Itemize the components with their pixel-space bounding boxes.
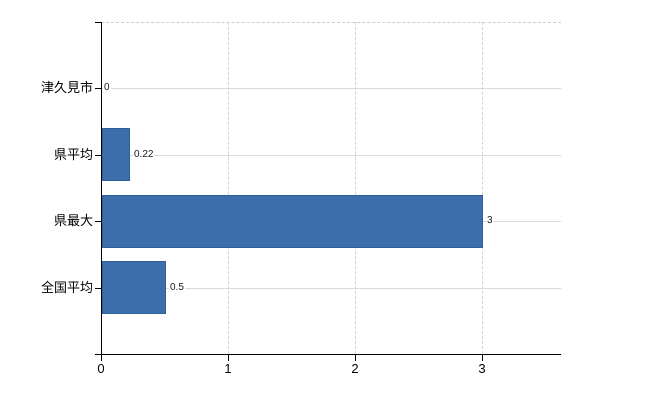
bar-value-label: 0.5 [169,282,185,294]
bar [102,195,483,248]
x-tick-label: 3 [478,361,486,376]
gridline-horizontal [102,155,561,156]
bar [102,128,130,181]
gridline-vertical [228,22,229,354]
y-axis-top-tick [95,22,101,23]
category-tick [95,88,101,89]
bar-value-label: 0 [103,82,111,94]
bar-value-label: 0.22 [133,149,155,161]
x-tick [482,355,483,361]
x-tick-label: 0 [97,361,105,376]
category-tick [95,155,101,156]
x-tick-label: 1 [224,361,232,376]
category-label: 県平均 [53,147,93,162]
category-tick [95,221,101,222]
gridline-horizontal [102,88,561,89]
x-axis-line [95,354,561,355]
bar-value-label: 3 [486,215,494,227]
category-tick [95,288,101,289]
x-tick [355,355,356,361]
gridline-horizontal [102,288,561,289]
x-tick [228,355,229,361]
gridline-vertical [482,22,483,354]
bar [102,261,166,314]
y-axis-line [101,22,102,355]
category-label: 県最大 [53,213,93,228]
category-label: 津久見市 [40,80,93,95]
gridline-vertical [355,22,356,354]
x-tick-label: 2 [351,361,359,376]
category-label: 全国平均 [40,280,93,295]
x-tick [101,355,102,361]
plot-top-border [101,22,561,23]
